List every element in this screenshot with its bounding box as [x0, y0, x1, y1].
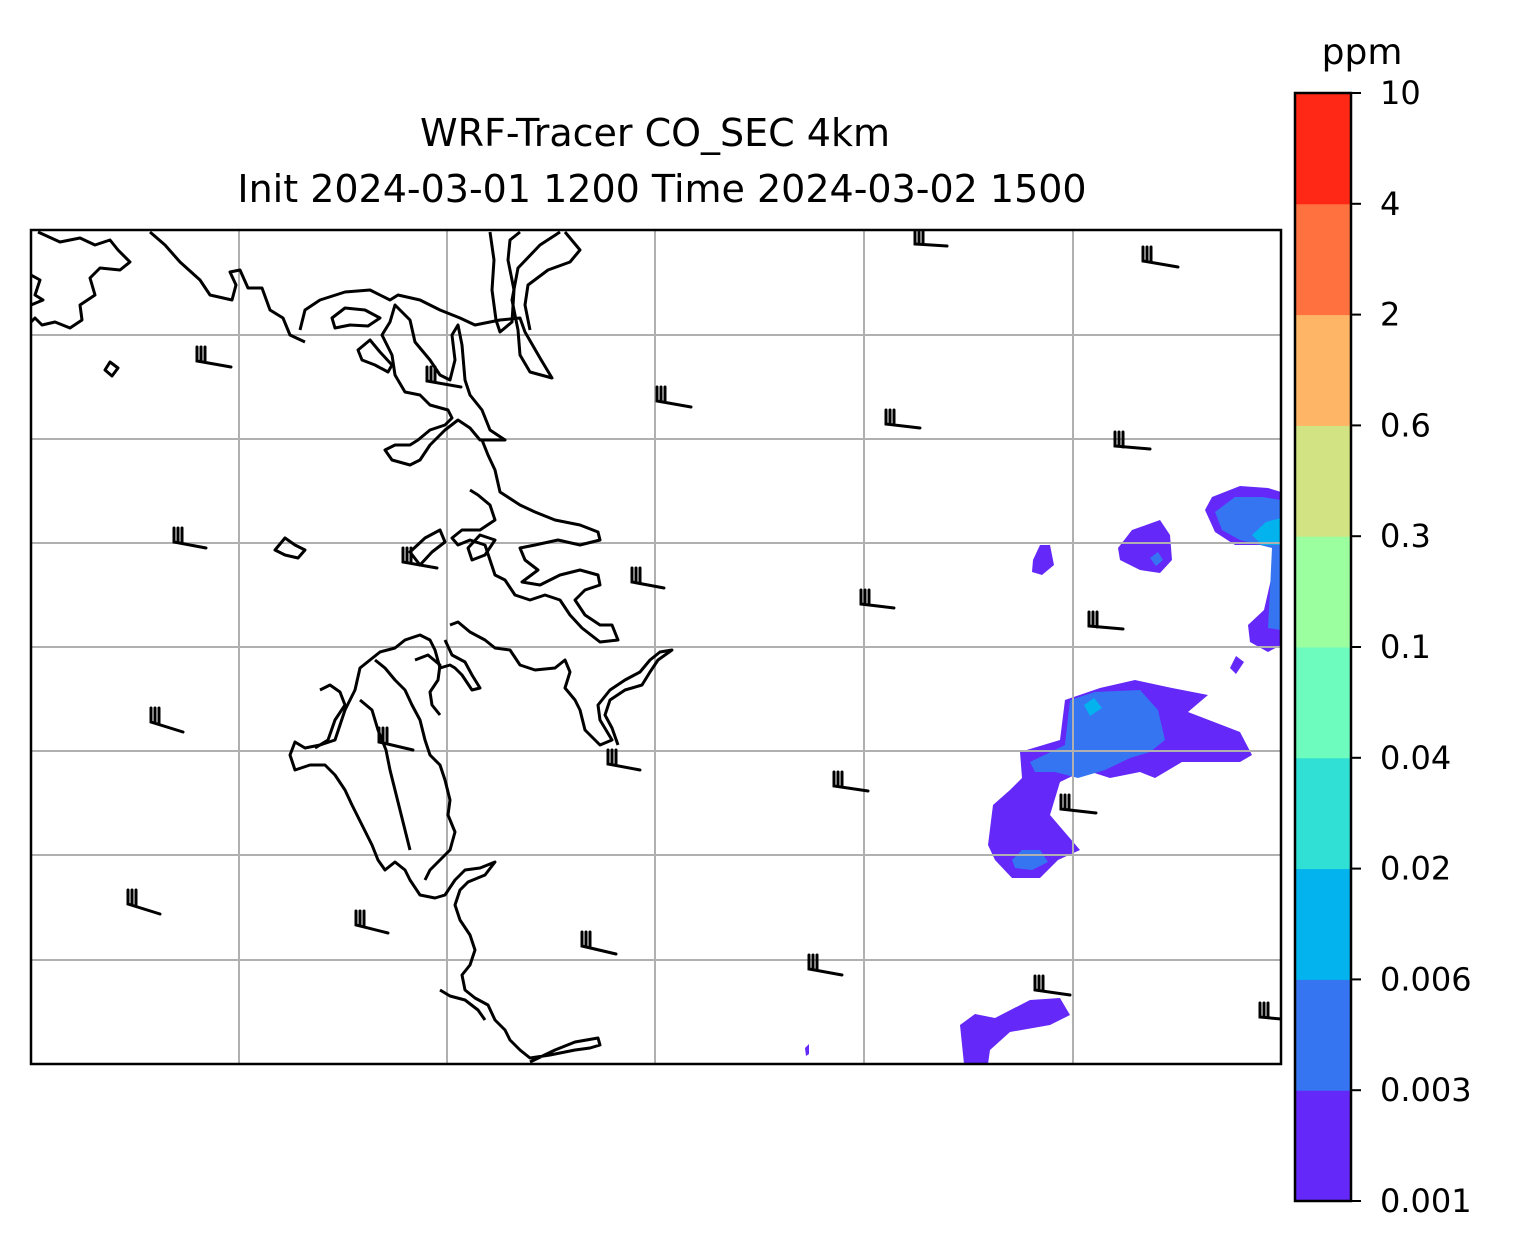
- map-title-line-1: WRF-Tracer CO_SEC 4km: [420, 111, 890, 155]
- colorbar-segment: [1295, 203, 1351, 316]
- wind-barb: [195, 345, 233, 369]
- wind-barb: [832, 770, 870, 793]
- coastline-south: [449, 620, 674, 747]
- coastlines: [31, 230, 674, 1064]
- colorbar-segment: [1295, 1090, 1351, 1202]
- coastline-south: [439, 988, 487, 1021]
- colorbar-tick-label: 0.001: [1380, 1182, 1472, 1220]
- map-title-line-2: Init 2024-03-01 1200 Time 2024-03-02 150…: [237, 167, 1086, 211]
- wind-barb: [807, 953, 844, 977]
- wind-barb: [1033, 974, 1072, 997]
- coastline-south: [414, 653, 442, 716]
- wind-barb: [1113, 430, 1152, 451]
- wind-barb: [354, 909, 390, 935]
- island: [273, 536, 307, 560]
- wind-barb: [425, 365, 463, 389]
- wind-barb: [401, 546, 439, 570]
- colorbar-ticks: 0.001 0.003 0.006 0.02 0.04 0.1 0.3 0.6 2 4 10: [1351, 74, 1472, 1220]
- colorbar-tick-label: 0.1: [1380, 628, 1431, 666]
- wind-barb: [580, 930, 618, 956]
- colorbar-tick-label: 0.04: [1380, 739, 1451, 777]
- coastline-north: [523, 231, 582, 331]
- wind-barb: [884, 408, 922, 430]
- wind-barb: [606, 748, 642, 772]
- colorbar-tick-label: 0.003: [1380, 1071, 1472, 1109]
- coastline-north: [31, 230, 132, 330]
- wind-barb: [630, 566, 666, 590]
- contour-level-1: [1032, 545, 1054, 575]
- contour-level-3: [1084, 698, 1102, 716]
- colorbar-segment: [1295, 647, 1351, 759]
- wind-barb: [913, 230, 949, 248]
- coastline-south: [288, 633, 602, 1064]
- colorbar-unit-label: ppm: [1322, 32, 1403, 73]
- colorbar-segment: [1295, 868, 1351, 980]
- colorbar-segment: [1295, 425, 1351, 537]
- colorbar: ppm 0.001 0.003 0.006 0.02 0.04 0.1 0.3 0.6 2 4 10: [1293, 32, 1472, 1220]
- wind-barb: [859, 588, 896, 610]
- coastline-inlet: [380, 303, 507, 467]
- colorbar-segment: [1295, 757, 1351, 870]
- contour-level-2: [1030, 690, 1165, 778]
- wind-barb: [377, 726, 415, 752]
- contour-level-1: [805, 1044, 809, 1056]
- colorbar-tick-label: 2: [1380, 296, 1400, 334]
- wind-barb: [655, 385, 693, 409]
- island: [103, 360, 120, 378]
- wind-barbs: [126, 230, 1281, 1021]
- contour-level-1: [988, 680, 1252, 878]
- colorbar-segments: [1295, 93, 1351, 1202]
- map-frame: [29, 228, 1283, 1066]
- colorbar-tick-label: 0.6: [1380, 406, 1431, 444]
- coastline-north: [31, 273, 45, 307]
- coastline-north: [149, 230, 306, 344]
- island: [330, 306, 382, 330]
- map-gridlines: [31, 230, 1281, 1064]
- wind-barb: [1258, 1001, 1281, 1021]
- colorbar-tick-label: 4: [1380, 185, 1400, 223]
- colorbar-tick-label: 0.3: [1380, 517, 1431, 555]
- map-axes: [29, 228, 1283, 1066]
- wind-barb: [1059, 793, 1098, 815]
- island: [466, 533, 497, 562]
- colorbar-tick-label: 0.02: [1380, 850, 1451, 888]
- wind-barb: [1087, 610, 1125, 631]
- wind-barb: [126, 888, 162, 916]
- contour-level-1: [1230, 656, 1244, 674]
- coastline-south: [374, 658, 457, 881]
- wind-barb: [172, 526, 208, 550]
- contour-level-2: [1150, 552, 1163, 566]
- colorbar-tick-label: 0.006: [1380, 960, 1472, 998]
- wind-barb: [149, 706, 185, 734]
- coastline-south: [314, 683, 347, 750]
- colorbar-segment: [1295, 979, 1351, 1091]
- contour-level-1: [960, 998, 1070, 1064]
- coastline-north: [488, 230, 521, 334]
- colorbar-segment: [1295, 314, 1351, 426]
- colorbar-segment: [1295, 93, 1351, 205]
- coastline-central: [450, 439, 620, 644]
- colorbar-tick-label: 10: [1380, 74, 1421, 112]
- wind-barb: [1141, 245, 1180, 269]
- colorbar-segment: [1295, 536, 1351, 648]
- coastline-inlet: [356, 338, 394, 374]
- coastline-north: [298, 230, 561, 380]
- coastline-south: [359, 698, 412, 851]
- contour-level-3: [1252, 518, 1281, 545]
